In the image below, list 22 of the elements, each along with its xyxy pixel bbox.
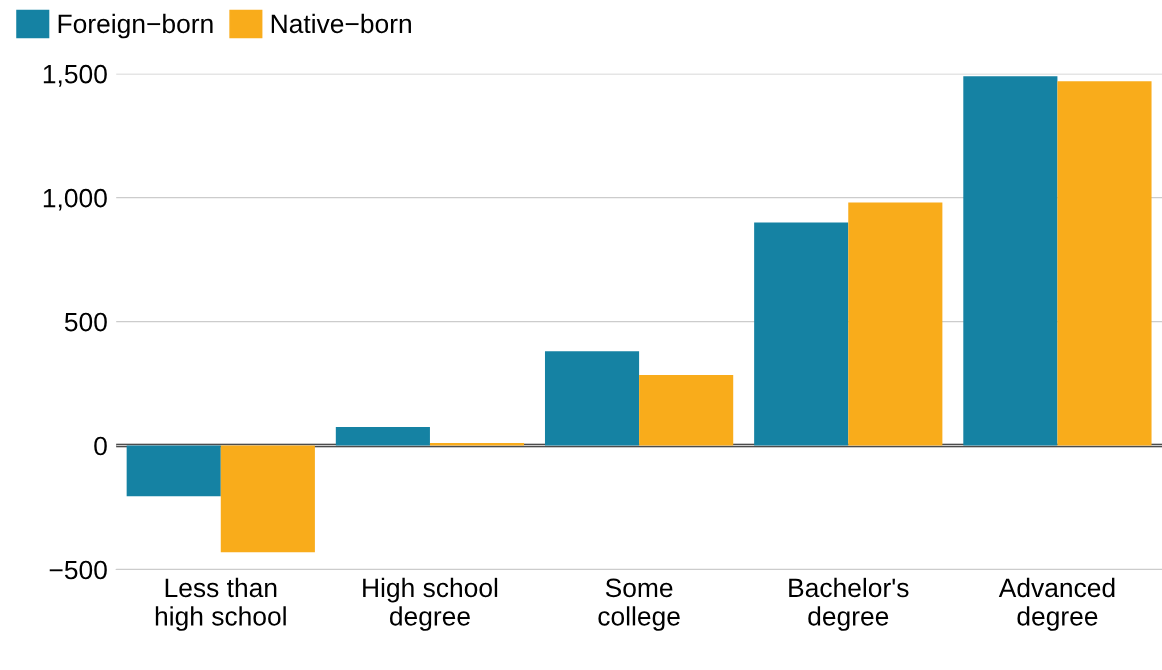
x-tick-label: Less than high school [155, 577, 286, 631]
bar [126, 445, 221, 497]
bar [220, 445, 315, 553]
bar [754, 222, 849, 446]
bar [429, 443, 525, 446]
legend-label: Native−born [271, 13, 411, 34]
bar [963, 76, 1058, 446]
x-tick-label: Some college [598, 578, 680, 631]
y-tick-label: 500 [64, 312, 107, 332]
x-tick-label: Bachelor's degree [789, 577, 909, 631]
legend-label: Foreign−born [58, 13, 213, 39]
x-tick-label: High school degree [363, 577, 498, 631]
bar [1057, 81, 1152, 446]
bar [848, 202, 943, 446]
y-tick-label: 1,500 [43, 64, 107, 87]
x-tick-label: Advanced degree [998, 577, 1115, 631]
bar [335, 426, 430, 446]
bar [544, 351, 640, 446]
bar [639, 374, 734, 446]
y-tick-label: 0 [94, 436, 107, 456]
y-tick-label: 1,000 [43, 188, 107, 211]
y-tick-label: −500 [49, 560, 107, 580]
